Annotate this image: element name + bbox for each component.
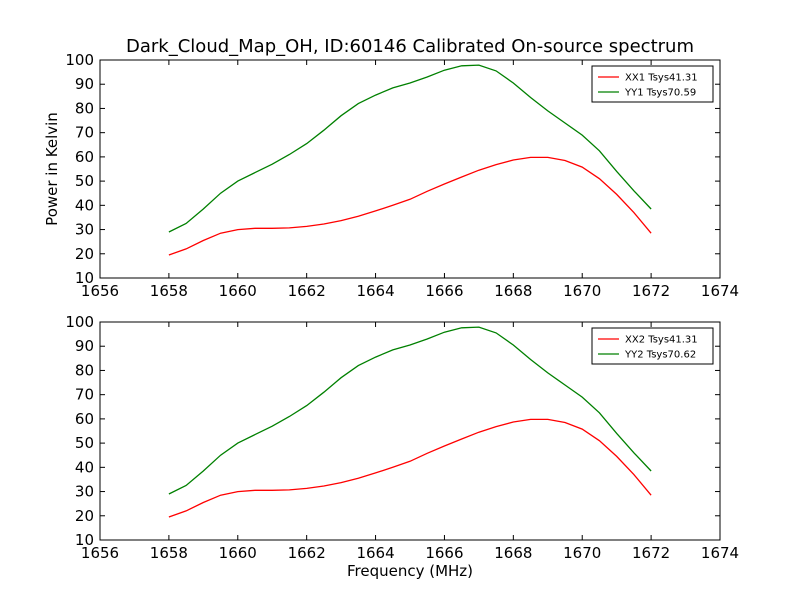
bottom-panel-y-tick-label: 70: [75, 386, 94, 404]
bottom-panel-series-line-0: [168, 418, 652, 518]
bottom-panel-x-tick-label: 1658: [150, 544, 188, 562]
top-panel-x-tick-label: 1658: [150, 282, 188, 300]
top-panel-x-tick-label: 1664: [356, 282, 394, 300]
top-panel-x-tick-label: 1674: [701, 282, 739, 300]
top-panel-series-line-1: [168, 64, 652, 233]
top-panel-ticks: 1656 1658 1660 1662 1664 1666 1668 1670 1672 1674…: [65, 51, 739, 300]
bottom-panel-y-tick-label: 10: [75, 531, 94, 549]
top-panel-x-tick-label: 1668: [494, 282, 532, 300]
top-panel-x-tick-label: 1656: [81, 282, 119, 300]
top-panel-y-axis-label: Power in Kelvin: [43, 112, 61, 226]
top-panel-y-tick-label: 90: [75, 75, 94, 93]
top-panel-legend-label-1: YY1 Tsys70.59: [624, 88, 696, 99]
top-panel-x-tick-label: 1666: [425, 282, 463, 300]
top-panel-y-tick-label: 10: [75, 269, 94, 287]
bottom-panel-y-tick-label: 50: [75, 434, 94, 452]
bottom-panel-frame: [99, 321, 721, 541]
bottom-panel-legend-label-1: YY2 Tsys70.62: [624, 350, 696, 361]
bottom-panel-x-tick-label: 1664: [356, 544, 394, 562]
bottom-panel-y-tick-label: 20: [75, 507, 94, 525]
bottom-panel-x-tick-label: 1674: [701, 544, 739, 562]
top-panel-y-tick-label: 80: [75, 99, 94, 117]
top-panel-y-tick-label: 20: [75, 245, 94, 263]
top-panel-x-tick-label: 1662: [288, 282, 326, 300]
top-panel-y-tick-label: 70: [75, 124, 94, 142]
figure-title: Dark_Cloud_Map_OH, ID:60146 Calibrated O…: [126, 36, 694, 57]
bottom-panel-series-line-1: [168, 326, 652, 495]
bottom-panel-legend-box: [591, 327, 714, 365]
bottom-panel-y-tick-label: 40: [75, 458, 94, 476]
top-panel: 1656 1658 1660 1662 1664 1666 1668 1670 1672 1674…: [43, 51, 739, 300]
bottom-panel-y-tick-label: 90: [75, 337, 94, 355]
top-panel-x-tick-label: 1672: [632, 282, 670, 300]
top-panel-y-tick-label: 30: [75, 221, 94, 239]
bottom-panel-x-tick-label: 1672: [632, 544, 670, 562]
top-panel-y-tick-label: 60: [75, 148, 94, 166]
bottom-panel-legend: XX2 Tsys41.31 YY2 Tsys70.62: [591, 327, 714, 365]
bottom-panel-x-tick-label: 1660: [219, 544, 257, 562]
bottom-panel-x-tick-label: 1666: [425, 544, 463, 562]
top-panel-legend-label-0: XX1 Tsys41.31: [625, 73, 698, 84]
bottom-panel-x-tick-label: 1668: [494, 544, 532, 562]
bottom-panel: 1656 1658 1660 1662 1664 1666 1668 1670 1672 1674…: [65, 313, 739, 580]
bottom-panel-y-tick-label: 30: [75, 483, 94, 501]
bottom-panel-y-tick-label: 80: [75, 361, 94, 379]
top-panel-series-line-0: [168, 156, 652, 256]
top-panel-legend: XX1 Tsys41.31 YY1 Tsys70.59: [591, 65, 714, 103]
bottom-panel-ticks: 1656 1658 1660 1662 1664 1666 1668 1670 1672 1674…: [65, 313, 739, 562]
top-panel-frame: [99, 59, 721, 279]
top-panel-y-tick-label: 50: [75, 172, 94, 190]
top-panel-series: [168, 64, 652, 256]
bottom-panel-x-tick-label: 1656: [81, 544, 119, 562]
top-panel-legend-box: [591, 65, 714, 103]
top-panel-y-tick-label: 40: [75, 196, 94, 214]
bottom-panel-y-tick-label: 60: [75, 410, 94, 428]
bottom-panel-series: [168, 326, 652, 518]
bottom-panel-y-tick-label: 100: [65, 313, 94, 331]
bottom-panel-x-axis-label: Frequency (MHz): [347, 562, 473, 580]
bottom-panel-x-tick-label: 1662: [288, 544, 326, 562]
top-panel-x-tick-label: 1670: [563, 282, 601, 300]
top-panel-x-tick-label: 1660: [219, 282, 257, 300]
bottom-panel-legend-label-0: XX2 Tsys41.31: [625, 335, 698, 346]
bottom-panel-x-tick-label: 1670: [563, 544, 601, 562]
top-panel-y-tick-label: 100: [65, 51, 94, 69]
